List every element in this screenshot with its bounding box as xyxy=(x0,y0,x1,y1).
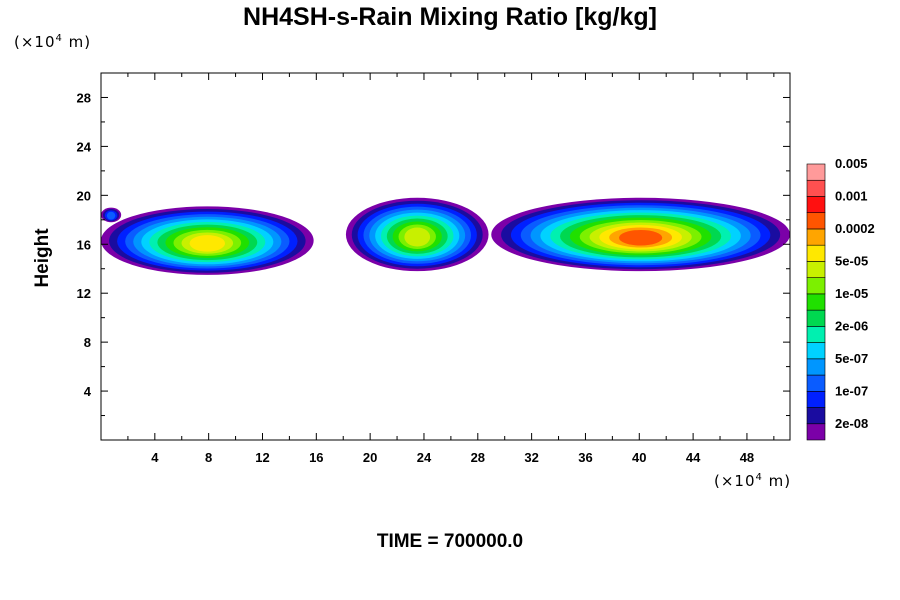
colorbar-label: 2e-06 xyxy=(835,318,868,333)
colorbar-label: 0.005 xyxy=(835,156,868,171)
colorbar-swatch xyxy=(806,228,826,246)
colorbar-swatch xyxy=(806,407,826,425)
x-axis-unit: (×104 m) xyxy=(714,472,792,490)
colorbar-label: 5e-05 xyxy=(835,253,868,268)
contour-band-0-level-3 xyxy=(106,211,116,220)
x-tick-label: 8 xyxy=(205,450,212,465)
colorbar-swatch xyxy=(806,244,826,262)
colorbar-swatch xyxy=(806,261,826,278)
colorbar-swatch xyxy=(806,374,826,392)
x-tick-label: 36 xyxy=(578,450,592,465)
colorbar-swatch xyxy=(806,390,826,408)
colorbar-label: 1e-07 xyxy=(835,383,868,398)
colorbar-swatch xyxy=(806,309,826,327)
x-tick-label: 12 xyxy=(255,450,269,465)
x-tick-label: 4 xyxy=(151,450,159,465)
chart-title: NH4SH-s-Rain Mixing Ratio [kg/kg] xyxy=(243,3,657,31)
colorbar-label: 0.001 xyxy=(835,188,868,203)
y-tick-label: 28 xyxy=(77,90,91,105)
x-tick-label: 32 xyxy=(524,450,538,465)
colorbar-swatch xyxy=(806,163,826,181)
colorbar-swatch xyxy=(806,293,826,311)
colorbar-label: 2e-08 xyxy=(835,416,868,431)
y-tick-label: 24 xyxy=(77,139,92,154)
colorbar-swatch xyxy=(806,212,826,230)
colorbar-swatch xyxy=(806,342,826,360)
colorbar-swatch xyxy=(806,179,826,197)
y-tick-label: 20 xyxy=(77,188,91,203)
y-tick-label: 12 xyxy=(77,286,91,301)
contour-band-1-level-11 xyxy=(189,235,226,252)
colorbar-label: 1e-05 xyxy=(835,286,868,301)
x-tick-label: 48 xyxy=(740,450,754,465)
x-tick-label: 20 xyxy=(363,450,377,465)
colorbar: 2e-08 1e-07 5e-07 2e-06 1e-05 5e-05 0.0002 0.00… xyxy=(806,156,875,441)
y-axis-unit: (×104 m) xyxy=(14,33,92,51)
colorbar-swatch xyxy=(806,358,826,376)
colorbar-label: 0.0002 xyxy=(835,221,875,236)
colorbar-swatch xyxy=(806,326,826,343)
plot-frame xyxy=(100,72,791,441)
contour-fill-layer xyxy=(101,197,790,275)
x-tick-label: 28 xyxy=(471,450,485,465)
x-tick-label: 40 xyxy=(632,450,646,465)
colorbar-swatch xyxy=(806,196,826,214)
x-tick-label: 16 xyxy=(309,450,323,465)
x-tick-label: 44 xyxy=(686,450,701,465)
colorbar-swatch xyxy=(806,423,826,441)
colorbar-label: 5e-07 xyxy=(835,351,868,366)
time-label: TIME = 700000.0 xyxy=(376,531,524,552)
y-tick-label: 8 xyxy=(84,335,91,350)
colorbar-swatch xyxy=(806,277,826,295)
contour-band-2-level-10 xyxy=(404,227,431,247)
contour-band-3-level-13 xyxy=(619,229,663,246)
x-tick-label: 24 xyxy=(417,450,432,465)
y-tick-label: 16 xyxy=(77,237,91,252)
y-tick-label: 4 xyxy=(84,384,92,399)
